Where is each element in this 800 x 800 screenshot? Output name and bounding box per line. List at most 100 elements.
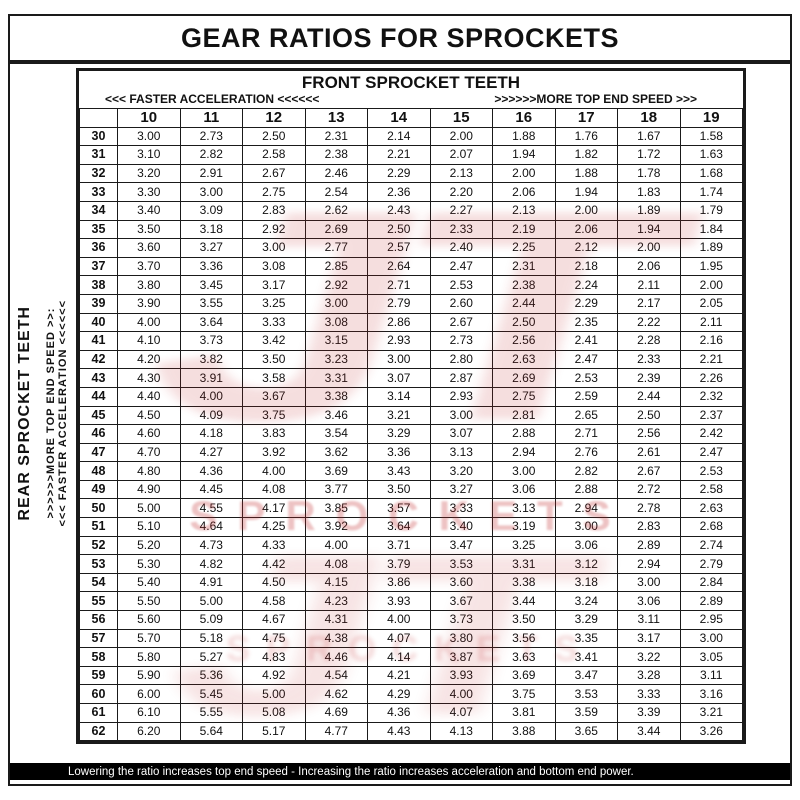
ratio-cell: 3.16 [679,684,743,704]
ratio-cell: 3.33 [429,498,493,519]
ratio-cell: 5.08 [242,703,306,723]
ratio-cell: 5.50 [117,591,181,612]
ratio-cell: 3.92 [304,517,368,537]
ratio-cell: 3.93 [429,665,493,686]
ratio-cell: 2.38 [492,275,556,295]
ratio-cell: 3.07 [429,424,493,444]
ratio-cell: 3.50 [492,610,556,630]
ratio-cell: 2.25 [492,238,556,258]
ratio-cell: 5.00 [117,498,181,519]
front-teeth-header: 11 [179,108,243,128]
ratio-cell: 3.20 [429,461,493,481]
ratio-cell: 3.80 [117,275,181,295]
table-row: 43 4.30 3.91 3.58 3.31 3.07 2.87 2.69 2.53 2.39 2.… [79,368,743,388]
rear-teeth-label: 55 [79,591,118,612]
ratio-cell: 2.13 [492,200,556,221]
ratio-cell: 3.00 [617,572,681,593]
ratio-cell: 3.67 [242,386,306,407]
ratio-cell: 2.85 [304,256,368,277]
table-row: 60 6.00 5.45 5.00 4.62 4.29 4.00 3.75 3.53 3.33 3.… [79,684,743,704]
ratio-cell: 3.41 [554,647,618,667]
ratio-cell: 3.00 [367,349,431,370]
table-row: 49 4.90 4.45 4.08 3.77 3.50 3.27 3.06 2.88 2.72 2.… [79,479,743,500]
ratio-cell: 2.65 [554,405,618,426]
table-row: 50 5.00 4.55 4.17 3.85 3.57 3.33 3.13 2.94 2.78 2.… [79,498,743,519]
ratio-cell: 2.47 [554,349,618,370]
chart-frame: GEAR RATIOS FOR SPROCKETS REAR SPROCKET … [8,14,792,786]
ratio-cell: 2.81 [492,405,556,426]
ratio-cell: 2.78 [617,498,681,519]
ratio-cell: 2.67 [617,461,681,481]
ratio-cell: 5.45 [179,684,243,704]
table-row: 54 5.40 4.91 4.50 4.15 3.86 3.60 3.38 3.18 3.00 2.… [79,572,743,593]
table-row: 51 5.10 4.64 4.25 3.92 3.64 3.40 3.19 3.00 2.83 2.… [79,517,743,537]
ratio-cell: 2.92 [304,275,368,295]
ratio-cell: 2.76 [554,442,618,463]
table-row: 56 5.60 5.09 4.67 4.31 4.00 3.73 3.50 3.29 3.11 2.… [79,610,743,630]
ratio-cell: 3.19 [492,517,556,537]
rear-teeth-label: 34 [79,200,118,221]
ratio-cell: 2.89 [679,591,743,612]
ratio-cell: 2.14 [367,126,431,147]
ratio-cell: 4.10 [117,331,181,351]
front-teeth-header: 13 [304,108,368,128]
front-teeth-header: 15 [429,108,493,128]
ratio-cell: 2.89 [617,535,681,556]
ratio-cell: 3.82 [179,349,243,370]
ratio-cell: 1.72 [617,145,681,165]
rear-teeth-label: 38 [79,275,118,295]
ratio-cell: 2.87 [429,368,493,388]
table-row: 52 5.20 4.73 4.33 4.00 3.71 3.47 3.25 3.06 2.89 2.… [79,535,743,556]
ratio-cell: 4.80 [117,461,181,481]
ratio-cell: 2.11 [679,312,743,333]
top-faster-acceleration-label: <<< FASTER ACCELERATION <<<<<< [105,92,320,106]
ratio-cell: 5.36 [179,665,243,686]
ratio-cell: 4.00 [304,535,368,556]
ratio-cell: 1.76 [554,126,618,147]
ratio-cell: 3.67 [429,591,493,612]
ratio-cell: 3.29 [554,610,618,630]
ratio-cell: 2.00 [617,238,681,258]
ratio-cell: 2.21 [679,349,743,370]
rear-teeth-label: 50 [79,498,118,519]
ratio-cell: 3.69 [304,461,368,481]
rear-teeth-label: 57 [79,628,118,649]
ratio-cell: 2.72 [617,479,681,500]
ratio-cell: 4.38 [304,628,368,649]
ratio-cell: 4.33 [242,535,306,556]
ratio-cell: 2.93 [367,331,431,351]
ratio-cell: 2.06 [554,219,618,240]
ratio-cell: 2.32 [679,386,743,407]
ratio-cell: 2.79 [679,554,743,574]
ratio-cell: 3.93 [367,591,431,612]
table-row: 55 5.50 5.00 4.58 4.23 3.93 3.67 3.44 3.24 3.06 2.… [79,591,743,612]
ratio-cell: 2.29 [554,293,618,314]
table-row: 38 3.80 3.45 3.17 2.92 2.71 2.53 2.38 2.24 2.11 2.… [79,275,743,295]
ratio-cell: 2.38 [304,145,368,165]
ratio-cell: 3.73 [179,331,243,351]
ratio-cell: 5.00 [179,591,243,612]
ratio-cell: 2.88 [554,479,618,500]
ratio-cell: 3.10 [117,145,181,165]
ratio-cell: 2.28 [617,331,681,351]
ratio-cell: 3.25 [492,535,556,556]
ratio-cell: 3.18 [554,572,618,593]
ratio-cell: 3.83 [242,424,306,444]
ratio-cell: 4.73 [179,535,243,556]
ratio-cell: 3.92 [242,442,306,463]
ratio-cell: 1.68 [679,163,743,184]
ratio-cell: 4.54 [304,665,368,686]
ratio-cell: 2.67 [429,312,493,333]
header-row: 10 11 12 13 14 15 16 17 18 19 [79,108,743,128]
ratio-cell: 4.21 [367,665,431,686]
ratio-cell: 3.00 [242,238,306,258]
ratio-cell: 4.30 [117,368,181,388]
ratio-cell: 4.00 [429,684,493,704]
ratio-cell: 2.54 [304,182,368,202]
ratio-cell: 3.77 [304,479,368,500]
ratio-cell: 2.53 [679,461,743,481]
rear-teeth-label: 30 [79,126,118,147]
ratio-cell: 2.83 [617,517,681,537]
table-row: 37 3.70 3.36 3.08 2.85 2.64 2.47 2.31 2.18 2.06 1.… [79,256,743,277]
table-row: 36 3.60 3.27 3.00 2.77 2.57 2.40 2.25 2.12 2.00 1.… [79,238,743,258]
